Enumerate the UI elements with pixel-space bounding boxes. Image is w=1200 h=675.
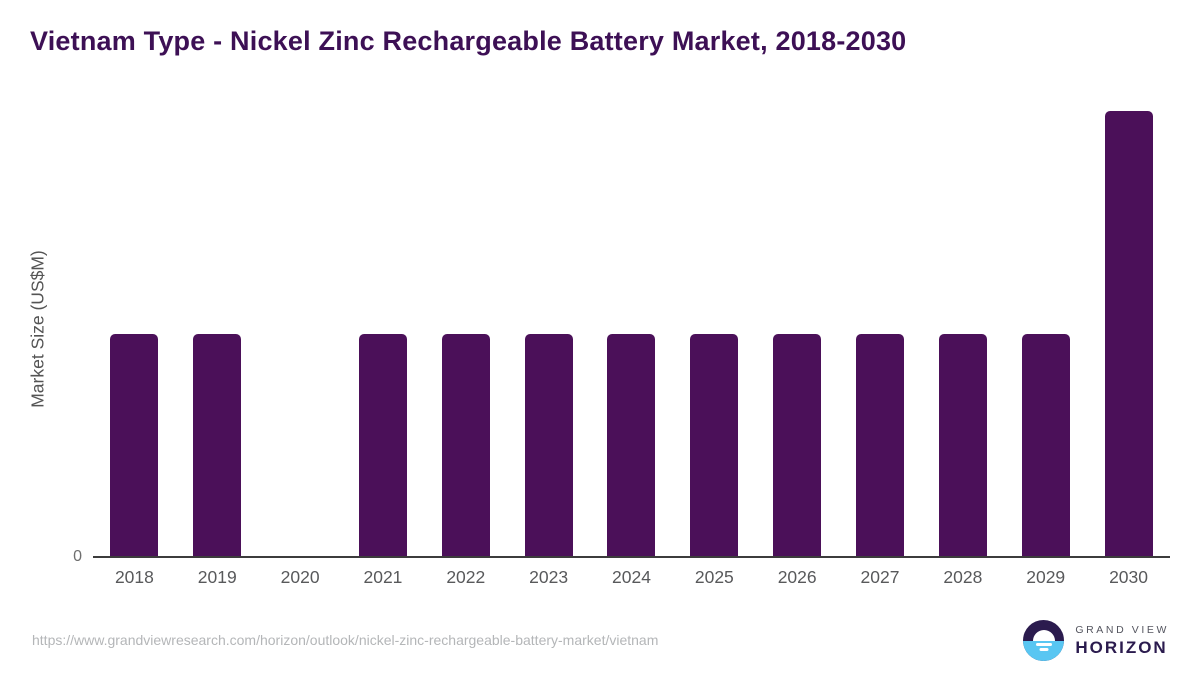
bar-slot-2025 bbox=[673, 100, 756, 556]
bar-2028 bbox=[938, 333, 987, 556]
bar-slot-2023 bbox=[507, 100, 590, 556]
bar-2027 bbox=[856, 333, 905, 556]
x-tick-2020: 2020 bbox=[280, 567, 320, 587]
logo-text-block: GRAND VIEW HORIZON bbox=[1075, 624, 1169, 658]
bar-2023 bbox=[524, 333, 573, 556]
bar-2018 bbox=[110, 333, 159, 556]
logo-text-grand-view: GRAND VIEW bbox=[1075, 623, 1169, 636]
x-tick-2023: 2023 bbox=[529, 567, 569, 587]
bar-slot-2027 bbox=[839, 100, 922, 556]
plot-area bbox=[93, 100, 1170, 558]
bar-2019 bbox=[193, 333, 242, 556]
source-url: https://www.grandviewresearch.com/horizo… bbox=[32, 632, 659, 648]
bar-2021 bbox=[358, 333, 407, 556]
chart-title: Vietnam Type - Nickel Zinc Rechargeable … bbox=[30, 26, 907, 56]
bar-2030 bbox=[1104, 111, 1153, 556]
logo-reflection-line bbox=[1039, 648, 1049, 651]
bar-slot-2022 bbox=[424, 100, 507, 556]
bar-slot-2028 bbox=[921, 100, 1004, 556]
x-tick-2019: 2019 bbox=[197, 567, 237, 587]
x-tick-2029: 2029 bbox=[1026, 567, 1066, 587]
horizon-sun-icon bbox=[1023, 620, 1065, 661]
logo-reflection-line bbox=[1035, 642, 1052, 646]
brand-logo: GRAND VIEW HORIZON bbox=[1023, 620, 1169, 661]
logo-text-horizon: HORIZON bbox=[1075, 637, 1168, 657]
x-tick-2025: 2025 bbox=[694, 567, 734, 587]
bar-2026 bbox=[773, 333, 822, 556]
x-axis-labels: 2018 2019 2020 2021 2022 2023 2024 2025 2026 2027… bbox=[93, 567, 1170, 588]
x-tick-2018: 2018 bbox=[114, 567, 154, 587]
bar-slot-2026 bbox=[756, 100, 839, 556]
x-tick-2028: 2028 bbox=[943, 567, 983, 587]
y-axis-tick-zero: 0 bbox=[73, 548, 82, 565]
bar-slot-2019 bbox=[176, 100, 259, 556]
bar-2025 bbox=[690, 333, 739, 556]
bar-slot-2018 bbox=[93, 100, 176, 556]
bar-slot-2029 bbox=[1004, 100, 1087, 556]
x-tick-2027: 2027 bbox=[860, 567, 900, 587]
bar-slot-2021 bbox=[342, 100, 425, 556]
y-axis-label: Market Size (US$M) bbox=[27, 250, 48, 408]
x-tick-2030: 2030 bbox=[1109, 567, 1149, 587]
bar-2029 bbox=[1021, 333, 1070, 556]
x-tick-2026: 2026 bbox=[777, 567, 817, 587]
x-tick-2022: 2022 bbox=[446, 567, 486, 587]
bar-slot-2020 bbox=[259, 100, 342, 556]
x-tick-2024: 2024 bbox=[612, 567, 651, 587]
bar-2024 bbox=[607, 333, 656, 556]
bar-2022 bbox=[441, 333, 490, 556]
bar-slot-2030 bbox=[1087, 100, 1170, 556]
bar-slot-2024 bbox=[590, 100, 673, 556]
logo-sun-dome bbox=[1032, 629, 1055, 641]
x-tick-2021: 2021 bbox=[363, 567, 403, 587]
